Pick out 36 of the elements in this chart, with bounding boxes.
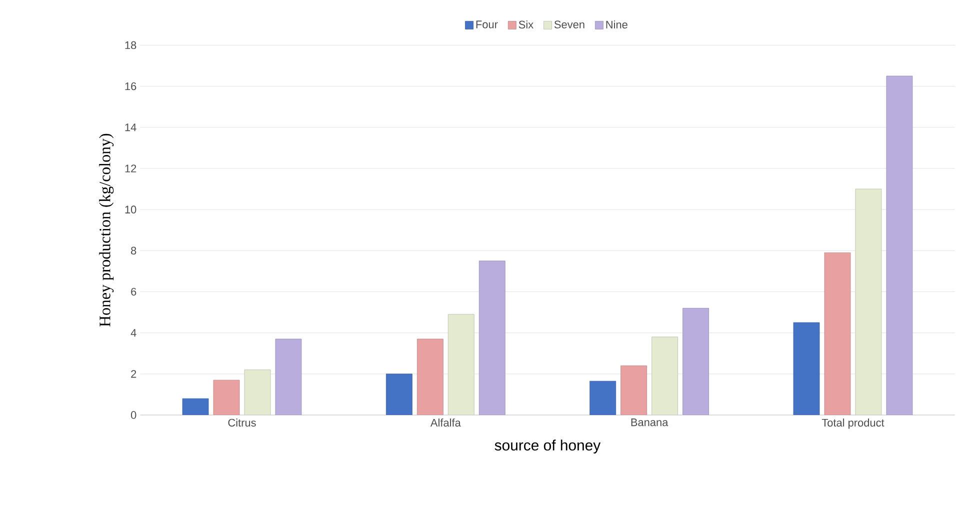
bar: [855, 188, 882, 415]
bar: [416, 338, 444, 415]
bar: [682, 308, 709, 415]
bar: [275, 338, 302, 415]
bar: [244, 370, 271, 415]
y-tick-label: 16: [125, 82, 136, 90]
x-tick-label: Citrus: [228, 418, 256, 426]
x-axis-title: source of honey: [494, 440, 601, 454]
bar: [652, 336, 678, 415]
bar: [793, 322, 820, 415]
legend-label: Four: [476, 20, 498, 28]
y-tick-label: 12: [125, 164, 136, 172]
x-tick-label: Alfalfa: [430, 418, 461, 426]
y-tick-label: 2: [131, 370, 136, 378]
legend-label: Nine: [606, 20, 628, 28]
bar: [448, 314, 474, 415]
bar: [620, 365, 648, 415]
y-tick-label: 10: [125, 206, 136, 214]
x-tick-label: Total product: [822, 418, 884, 429]
y-tick-label: 0: [130, 411, 136, 419]
x-tick-label: Banana: [631, 418, 668, 426]
legend-label: Seven: [554, 20, 584, 28]
y-tick-label: 14: [125, 124, 136, 132]
y-tick-label: 18: [125, 41, 136, 49]
bar: [478, 260, 506, 415]
bar: [590, 380, 616, 415]
y-tick-label: 4: [130, 328, 136, 337]
bar: [182, 398, 209, 415]
bar: [824, 252, 851, 415]
y-axis-title: Honey production (kg/colony): [99, 134, 114, 326]
bar: [386, 374, 412, 415]
y-tick-label: 8: [131, 246, 136, 254]
bar: [213, 380, 240, 415]
legend-label: Six: [518, 20, 534, 28]
y-tick-label: 6: [131, 288, 136, 296]
bar: [886, 76, 913, 415]
